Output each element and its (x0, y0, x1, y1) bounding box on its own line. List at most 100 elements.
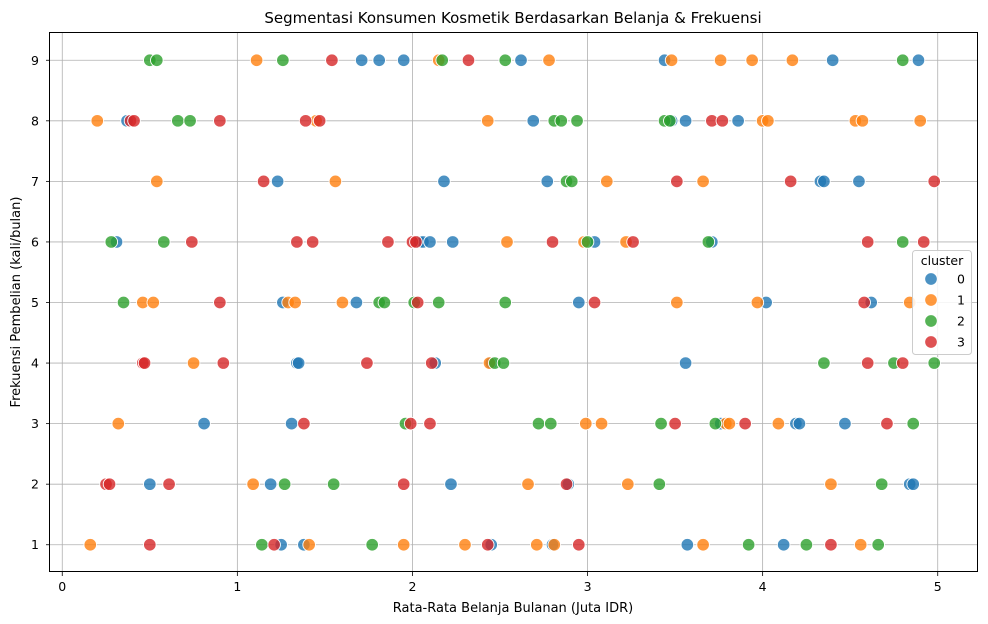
data-point-cluster-3 (185, 235, 199, 249)
data-point-cluster-3 (824, 537, 838, 552)
data-point-cluster-1 (913, 114, 927, 128)
data-point-cluster-1 (246, 477, 260, 491)
data-point-cluster-2 (150, 53, 164, 68)
scatter-points (83, 53, 941, 552)
data-point-cluster-3 (290, 235, 304, 249)
data-point-cluster-2 (104, 235, 119, 249)
data-point-cluster-2 (116, 295, 131, 310)
data-point-cluster-0 (197, 416, 211, 431)
data-point-cluster-1 (670, 295, 684, 310)
data-point-cluster-3 (895, 356, 910, 370)
data-point-cluster-2 (874, 477, 889, 491)
x-tick-label: 3 (584, 579, 592, 594)
data-point-cluster-1 (542, 53, 556, 68)
plot-frame (49, 32, 978, 572)
data-point-cluster-3 (213, 295, 227, 310)
data-point-cluster-2 (580, 235, 595, 249)
x-tick-label: 4 (759, 579, 767, 594)
data-point-cluster-0 (792, 416, 807, 431)
data-point-cluster-1 (249, 53, 264, 68)
data-point-cluster-3 (137, 356, 152, 370)
data-point-cluster-0 (731, 114, 745, 128)
data-point-cluster-1 (111, 416, 126, 431)
data-point-cluster-1 (664, 53, 679, 68)
data-point-cluster-0 (680, 537, 695, 552)
data-point-cluster-3 (410, 295, 425, 310)
data-point-cluster-1 (696, 174, 710, 189)
data-point-cluster-3 (305, 235, 320, 249)
data-point-cluster-0 (776, 537, 791, 552)
data-point-cluster-0 (906, 477, 920, 491)
data-point-cluster-3 (559, 477, 574, 491)
data-point-cluster-0 (825, 53, 840, 68)
data-point-cluster-3 (409, 235, 423, 249)
data-point-cluster-1 (302, 537, 316, 552)
data-point-cluster-0 (437, 174, 451, 189)
x-tick-label: 5 (934, 579, 942, 594)
legend-marker (924, 272, 938, 286)
legend-label: 1 (957, 293, 965, 308)
data-point-cluster-0 (396, 53, 411, 68)
data-point-cluster-3 (403, 416, 418, 431)
data-point-cluster-0 (444, 477, 458, 491)
data-point-cluster-3 (423, 416, 437, 431)
data-point-cluster-2 (431, 295, 446, 310)
data-point-cluster-2 (906, 416, 920, 431)
data-point-cluster-1 (745, 53, 759, 68)
data-point-cluster-1 (186, 356, 201, 370)
data-point-cluster-1 (853, 537, 868, 552)
data-point-cluster-0 (445, 235, 460, 249)
data-point-cluster-1 (288, 295, 302, 310)
y-axis-label: Frekuensi Pembelian (kali/bulan) (9, 197, 24, 408)
data-point-cluster-2 (183, 114, 197, 128)
data-point-cluster-0 (349, 295, 364, 310)
axis-ticks: 0 1 2 3 4 5 1 2 3 4 5 6 7 8 9 (31, 53, 942, 594)
data-point-cluster-1 (785, 53, 800, 68)
data-point-cluster-0 (678, 356, 693, 370)
data-point-cluster-2 (276, 53, 290, 68)
data-point-cluster-0 (263, 477, 278, 491)
y-tick-label: 2 (31, 477, 39, 492)
legend-title: cluster (921, 253, 964, 268)
data-point-cluster-1 (335, 295, 350, 310)
data-point-cluster-2 (570, 114, 584, 128)
data-point-cluster-1 (600, 174, 614, 189)
data-point-cluster-3 (927, 174, 941, 189)
data-point-cluster-2 (496, 356, 511, 370)
y-tick-label: 7 (31, 174, 39, 189)
chart-title: Segmentasi Konsumen Kosmetik Berdasarkan… (264, 9, 761, 27)
data-point-cluster-3 (670, 174, 684, 189)
data-point-cluster-3 (256, 174, 271, 189)
data-point-cluster-3 (298, 114, 313, 128)
data-point-cluster-2 (554, 114, 569, 128)
y-tick-label: 3 (31, 416, 39, 431)
data-point-cluster-2 (895, 235, 910, 249)
data-point-cluster-0 (270, 174, 285, 189)
data-point-cluster-2 (565, 174, 579, 189)
data-point-cluster-3 (572, 537, 586, 552)
data-point-cluster-2 (817, 356, 831, 370)
data-point-cluster-0 (852, 174, 866, 189)
data-point-cluster-3 (860, 356, 875, 370)
data-point-cluster-0 (354, 53, 369, 68)
data-point-cluster-1 (824, 477, 838, 491)
data-point-cluster-1 (761, 114, 775, 128)
x-tick-label: 1 (233, 579, 241, 594)
data-point-cluster-0 (572, 295, 586, 310)
data-point-cluster-1 (713, 53, 728, 68)
data-point-cluster-3 (857, 295, 871, 310)
data-point-cluster-3 (424, 356, 439, 370)
legend-marker (924, 293, 938, 307)
data-point-cluster-2 (654, 416, 668, 431)
data-point-cluster-1 (530, 537, 544, 552)
data-point-cluster-0 (911, 53, 926, 68)
data-point-cluster-1 (547, 537, 562, 552)
data-point-cluster-2 (255, 537, 269, 552)
data-point-cluster-3 (626, 235, 640, 249)
data-point-cluster-1 (579, 416, 593, 431)
data-point-cluster-2 (799, 537, 814, 552)
y-tick-label: 6 (31, 234, 39, 249)
data-point-cluster-3 (143, 537, 157, 552)
data-point-cluster-3 (668, 416, 682, 431)
data-point-cluster-1 (594, 416, 609, 431)
